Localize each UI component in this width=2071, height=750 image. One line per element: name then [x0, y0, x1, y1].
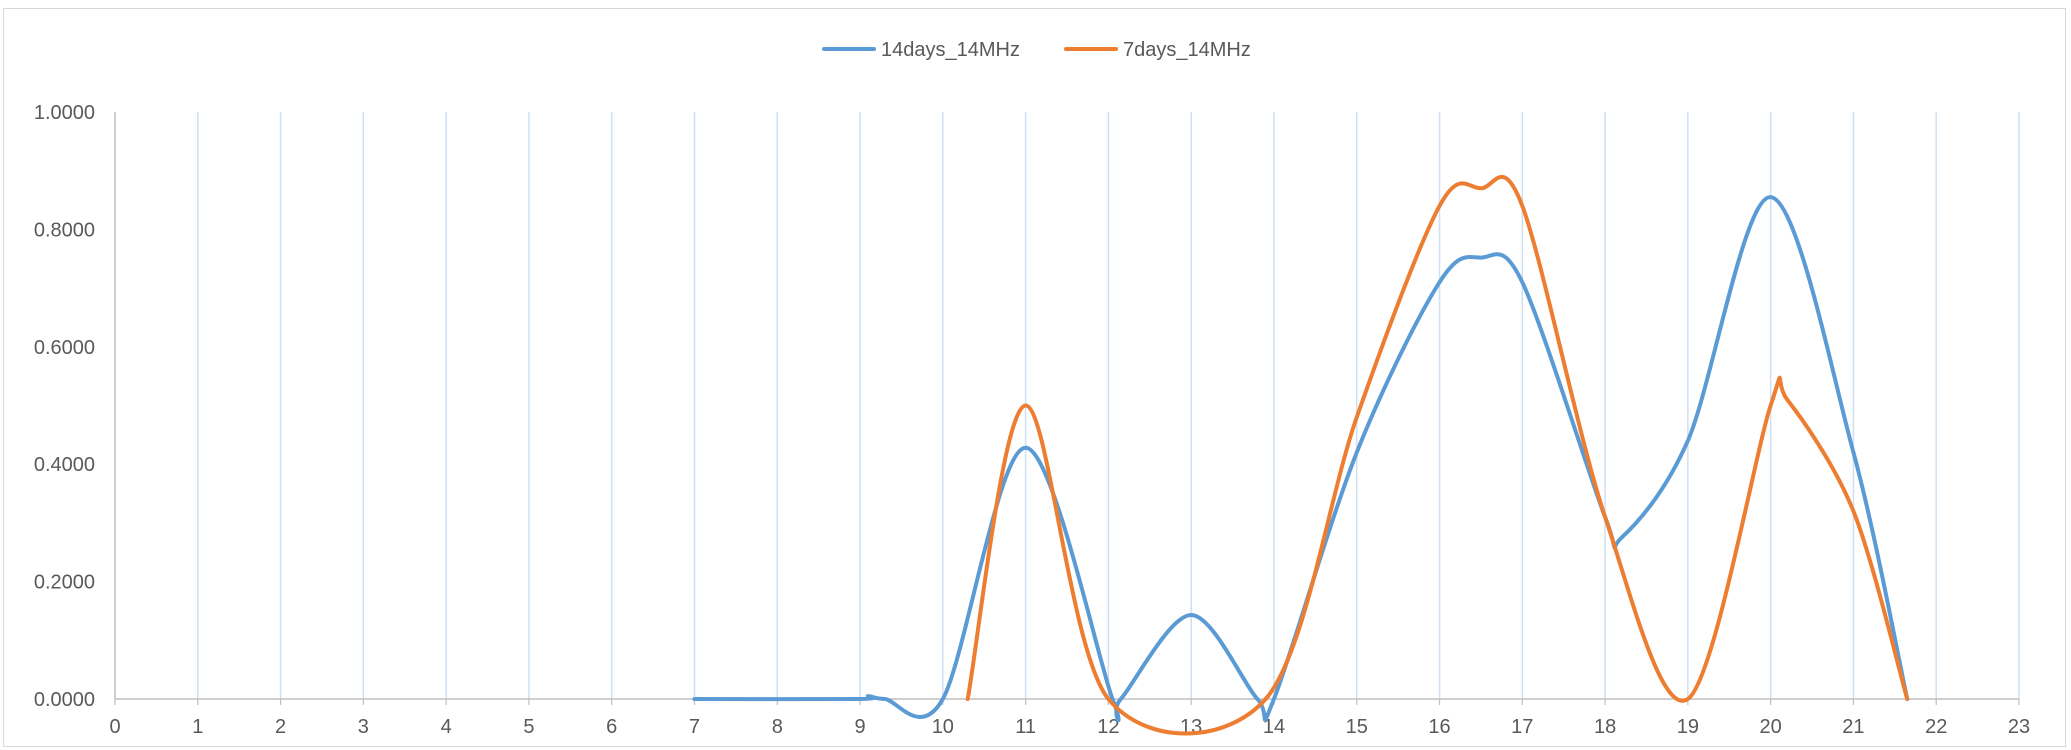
series-line-14days-14mhz [692, 195, 1910, 723]
x-tick-label: 17 [1511, 716, 1533, 738]
y-tick-label: 1.0000 [34, 102, 95, 124]
x-tick-label: 19 [1677, 716, 1699, 738]
x-tick-label: 20 [1760, 716, 1782, 738]
y-tick-label: 0.0000 [34, 689, 95, 711]
y-tick-label: 0.6000 [34, 337, 95, 359]
x-tick-label: 12 [1097, 716, 1119, 738]
y-axis-tick-labels: 0.0000 0.2000 0.4000 0.6000 0.8000 1.0000 [34, 102, 95, 711]
x-tick-label: 15 [1346, 716, 1368, 738]
legend: 14days_14MHz 7days_14MHz [822, 39, 1251, 61]
x-tick-label: 23 [2008, 716, 2030, 738]
legend-label-7days-14mhz: 7days_14MHz [1123, 39, 1251, 61]
y-tick-label: 0.2000 [34, 572, 95, 594]
x-tick-label: 4 [441, 716, 452, 738]
x-tick-label: 8 [772, 716, 783, 738]
x-tick-label: 7 [689, 716, 700, 738]
legend-label-14days-14mhz: 14days_14MHz [881, 39, 1020, 61]
x-tick-label: 22 [1925, 716, 1947, 738]
x-tick-label: 0 [109, 716, 120, 738]
x-tick-label: 10 [932, 716, 954, 738]
x-tick-label: 11 [1015, 716, 1036, 738]
x-tick-label: 21 [1842, 716, 1864, 738]
gridlines [197, 112, 2020, 699]
x-tick-label: 5 [523, 716, 534, 738]
x-tick-label: 2 [275, 716, 286, 738]
x-tick-label: 16 [1428, 716, 1450, 738]
y-tick-label: 0.4000 [34, 454, 95, 476]
series-line-7days-14mhz [965, 174, 1910, 736]
x-tick-label: 18 [1594, 716, 1616, 738]
axes [114, 112, 2020, 705]
x-tick-label: 14 [1263, 716, 1285, 738]
x-tick-label: 3 [358, 716, 369, 738]
x-tick-label: 6 [606, 716, 617, 738]
x-axis-tick-labels: 0 1 2 3 4 5 6 7 8 9 10 11 12 13 14 15 16 17 18 19 20 21 22 23 [109, 716, 2030, 738]
y-tick-label: 0.8000 [34, 219, 95, 241]
x-tick-label: 1 [192, 716, 203, 738]
x-tick-label: 9 [854, 716, 865, 738]
series-layer [692, 174, 1910, 736]
